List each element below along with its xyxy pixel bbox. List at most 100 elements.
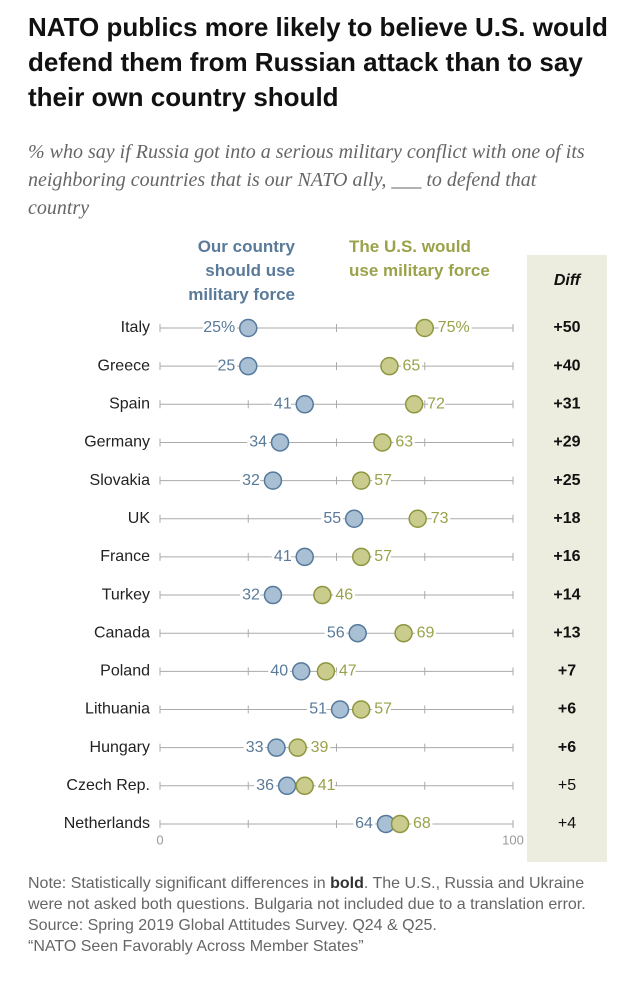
data-label: 36 xyxy=(256,777,274,794)
dot xyxy=(344,509,364,528)
data-label: 64 xyxy=(355,815,373,832)
dot xyxy=(263,471,283,490)
category-label: UK xyxy=(128,510,151,527)
category-label: Canada xyxy=(94,624,150,641)
diff-value: +14 xyxy=(553,586,580,603)
data-label: 32 xyxy=(242,586,260,603)
dot xyxy=(270,433,290,452)
data-label: 46 xyxy=(335,586,353,603)
data-label: 39 xyxy=(311,739,329,756)
chart-subtitle: % who say if Russia got into a serious m… xyxy=(28,141,585,219)
dot xyxy=(288,738,307,757)
dot xyxy=(348,623,367,643)
dot xyxy=(263,585,283,605)
category-label: Slovakia xyxy=(90,472,151,489)
dot xyxy=(415,318,434,338)
data-label: 40 xyxy=(270,663,288,680)
data-label: 68 xyxy=(413,815,431,832)
data-label: 41 xyxy=(274,548,292,565)
notes: Note: Statistically significant differen… xyxy=(28,873,598,957)
note: Note: Statistically significant differen… xyxy=(28,873,598,915)
legend-entry: Our country should use military force xyxy=(188,237,295,304)
category-label: Germany xyxy=(84,434,150,451)
dot xyxy=(239,318,258,338)
dot xyxy=(394,623,413,643)
data-label: 32 xyxy=(242,472,260,489)
diff-column xyxy=(527,255,607,862)
dot xyxy=(351,700,371,719)
data-label: 73 xyxy=(431,510,449,527)
dot xyxy=(313,585,332,605)
source: Source: Spring 2019 Global Attitudes Sur… xyxy=(28,917,437,934)
dot xyxy=(373,433,392,452)
category-label: Greece xyxy=(98,357,151,374)
data-label: 65 xyxy=(402,357,420,374)
data-label: 47 xyxy=(339,663,357,680)
x-tick-label: 100 xyxy=(502,832,524,847)
data-label: 56 xyxy=(327,624,345,641)
source: “NATO Seen Favorably Across Member State… xyxy=(28,938,364,955)
data-label: 34 xyxy=(249,434,267,451)
data-label: 51 xyxy=(309,701,327,718)
dot xyxy=(380,356,399,376)
diff-value: +18 xyxy=(553,510,580,527)
data-label: 63 xyxy=(395,434,413,451)
diff-header: Diff xyxy=(554,272,582,289)
dot xyxy=(351,547,371,567)
diff-value: +40 xyxy=(553,357,580,374)
category-label: Italy xyxy=(121,319,150,336)
data-label: 72 xyxy=(427,396,445,413)
legend-entry: The U.S. would use military force xyxy=(349,237,490,280)
diff-value: +31 xyxy=(553,396,580,413)
data-label: 57 xyxy=(374,548,392,565)
data-label: 75% xyxy=(438,319,470,336)
note-text: Note: Statistically significant differen… xyxy=(28,875,331,892)
category-label: Poland xyxy=(100,663,150,680)
dot xyxy=(330,700,350,719)
dot xyxy=(295,776,314,796)
x-tick-label: 0 xyxy=(156,832,163,847)
data-label: 69 xyxy=(417,624,435,641)
data-label: 25% xyxy=(203,319,235,336)
category-label: Hungary xyxy=(90,739,150,756)
dot xyxy=(316,662,336,681)
diff-value: +6 xyxy=(558,739,576,756)
dot xyxy=(351,471,371,490)
diff-value: +5 xyxy=(558,777,576,794)
dot xyxy=(404,395,424,414)
dot xyxy=(239,356,258,376)
dot xyxy=(408,509,427,528)
category-label: Czech Rep. xyxy=(66,777,150,794)
dot xyxy=(267,738,286,757)
note-text: . The U.S., Russia and Ukraine were not … xyxy=(28,875,586,913)
diff-value: +50 xyxy=(553,319,580,336)
data-label: 57 xyxy=(374,701,392,718)
category-label: France xyxy=(100,548,150,565)
category-label: Spain xyxy=(109,396,150,413)
diff-value: +7 xyxy=(558,663,576,680)
note-text: bold xyxy=(330,875,364,892)
data-label: 41 xyxy=(318,777,336,794)
dot xyxy=(390,814,410,834)
diff-value: +29 xyxy=(553,434,580,451)
category-label: Netherlands xyxy=(64,815,150,832)
diff-value: +16 xyxy=(553,548,580,565)
diff-value: +4 xyxy=(558,815,576,832)
diff-value: +13 xyxy=(553,624,580,641)
diff-value: +25 xyxy=(553,472,580,489)
category-label: Lithuania xyxy=(85,701,150,718)
data-label: 55 xyxy=(323,510,341,527)
category-label: Turkey xyxy=(102,586,150,603)
diff-value: +6 xyxy=(558,701,576,718)
data-label: 57 xyxy=(374,472,392,489)
dot xyxy=(295,547,314,567)
dot xyxy=(277,776,297,796)
dot xyxy=(291,662,311,681)
data-label: 25 xyxy=(217,357,235,374)
data-label: 33 xyxy=(246,739,264,756)
data-label: 41 xyxy=(274,396,292,413)
chart-title: NATO publics more likely to believe U.S.… xyxy=(28,12,608,112)
dot xyxy=(295,395,314,414)
